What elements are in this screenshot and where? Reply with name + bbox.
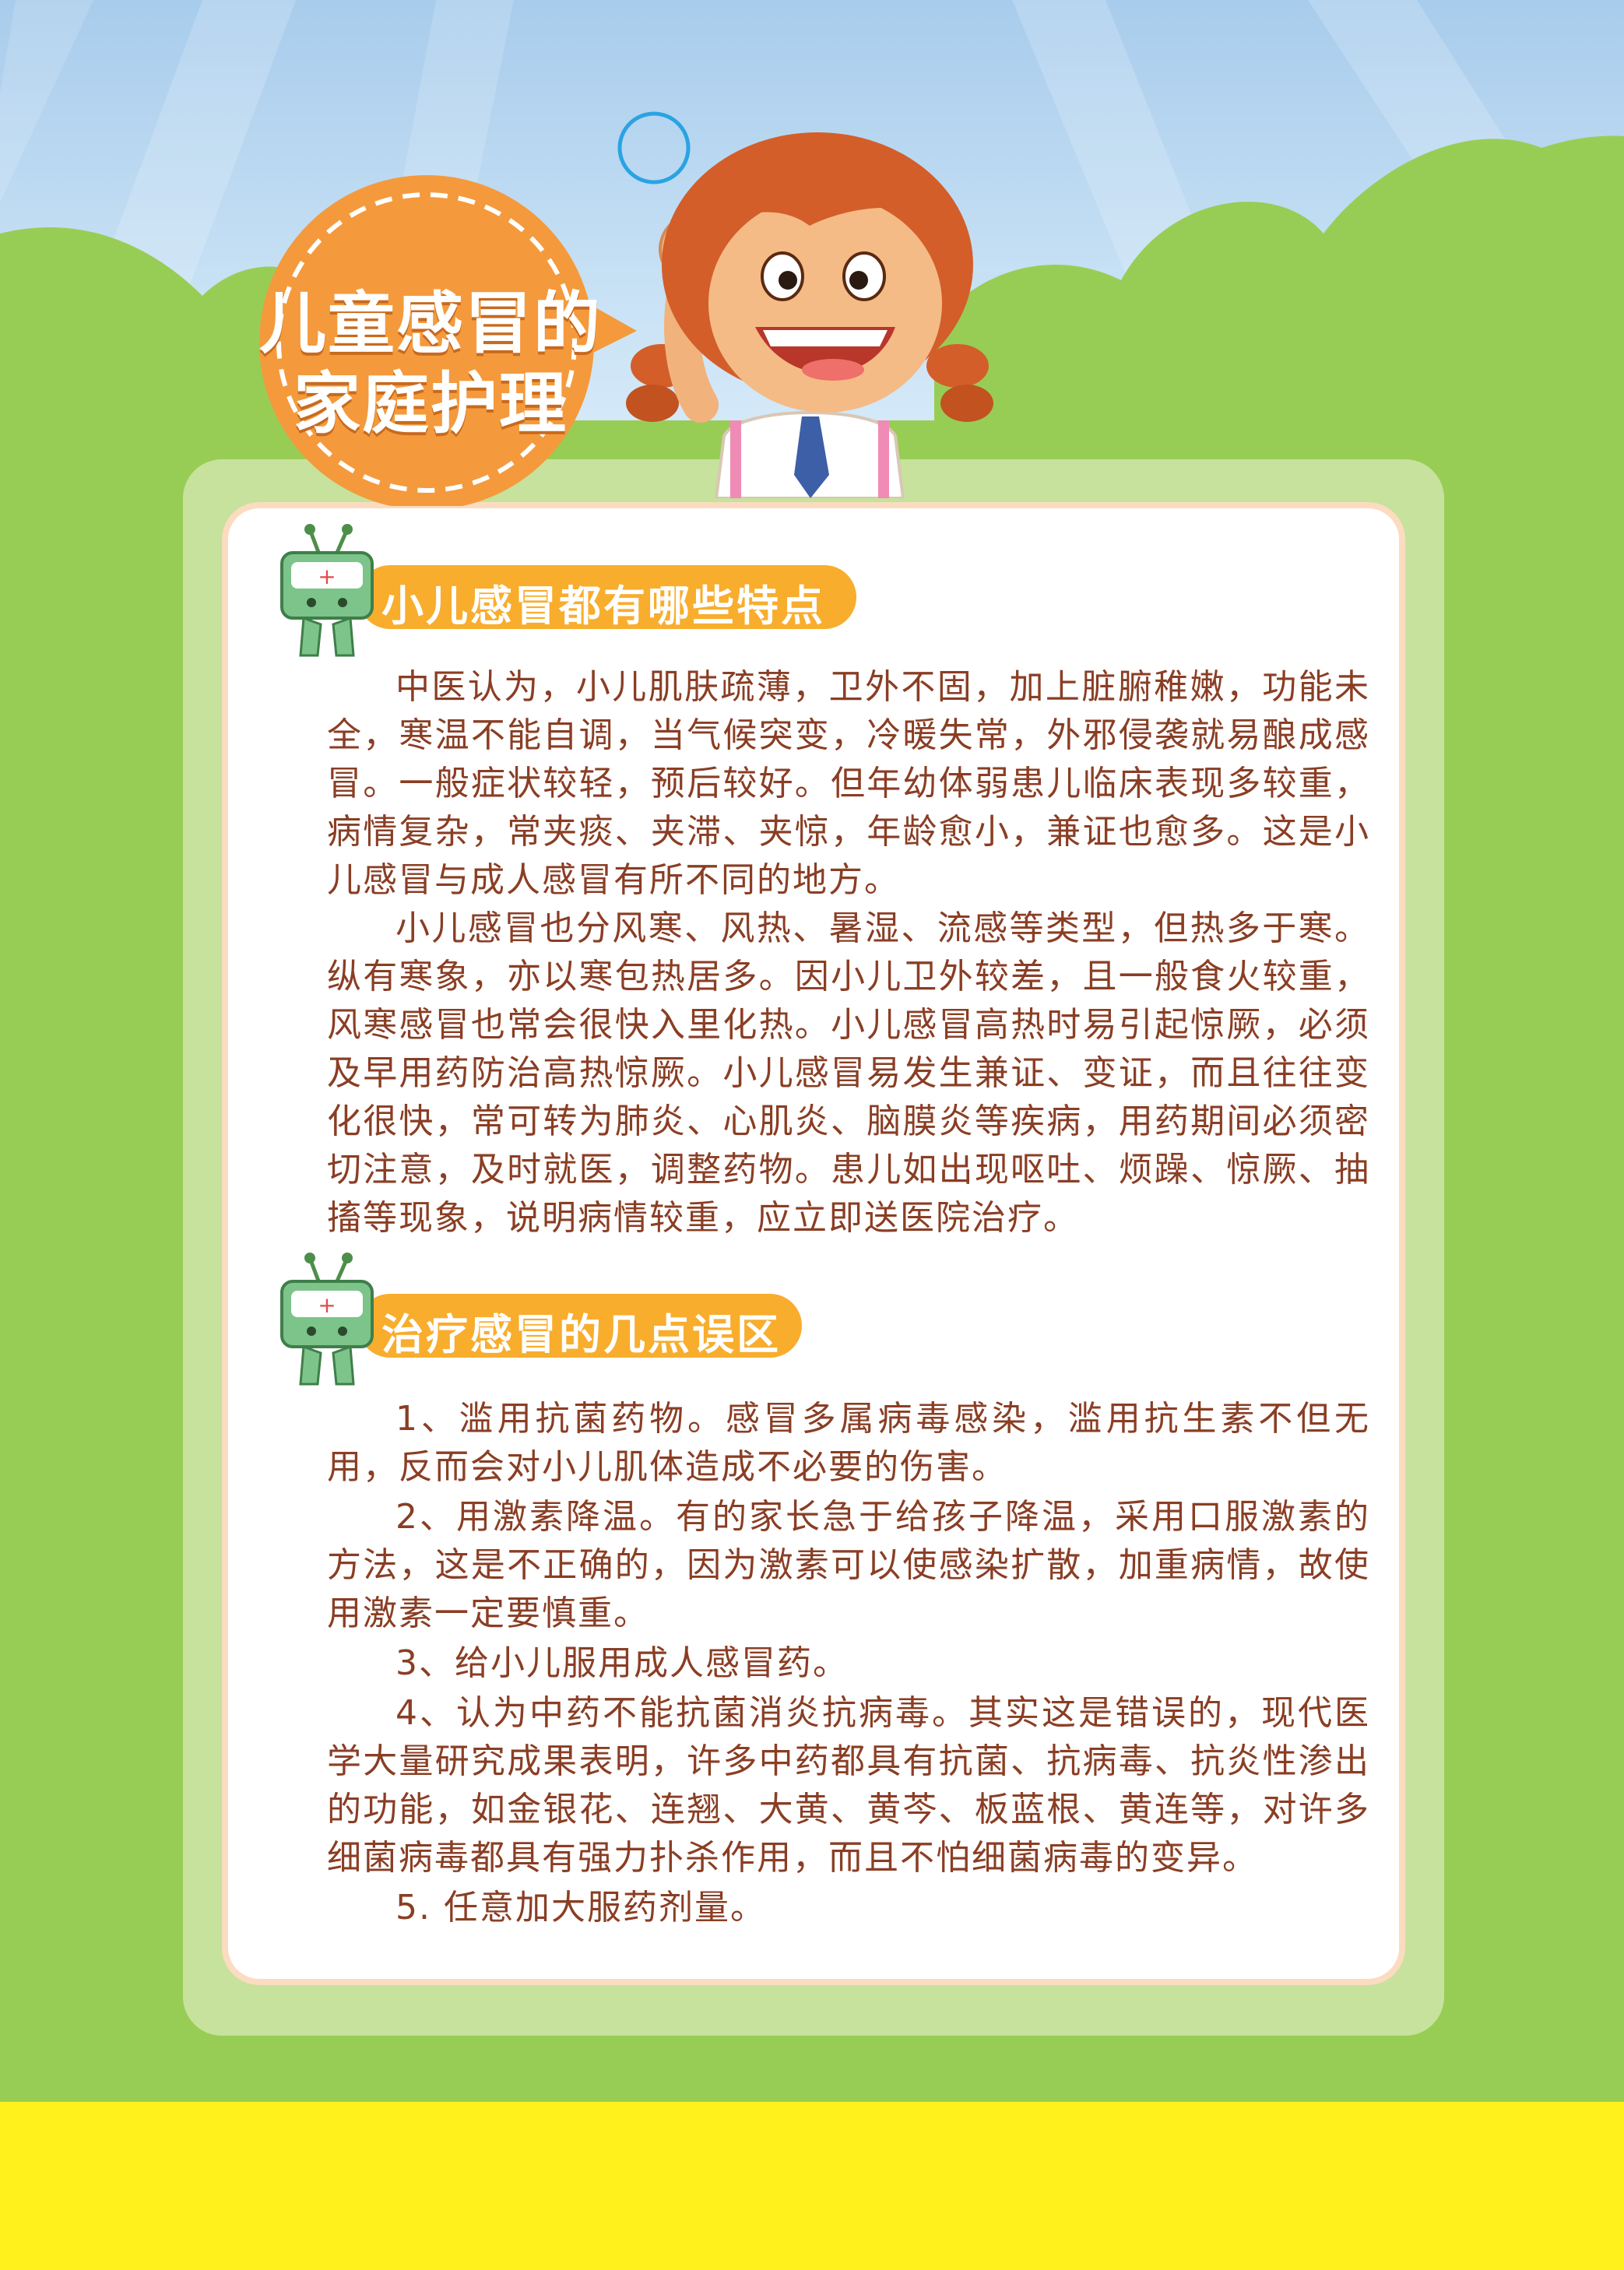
section-2-item-3: 3、给小儿服用成人感冒药。 <box>395 1643 849 1683</box>
bubble-ring-icon <box>617 111 691 184</box>
yellow-ground-strip <box>0 2102 1624 2270</box>
section-2-item-5: 5. 任意加大服药剂量。 <box>395 1888 766 1927</box>
content-panel <box>222 502 1405 1985</box>
section-heading-text: 小儿感冒都有哪些特点 <box>381 582 825 631</box>
heading-pill <box>358 565 856 629</box>
svg-text:+: + <box>318 1292 336 1318</box>
cheering-girl-illustration <box>626 132 993 498</box>
green-tv-mascot-icon: + <box>280 1253 374 1386</box>
section-heading-text: 治疗感冒的几点误区 <box>381 1310 781 1359</box>
section-2-item-1: 1、滥用抗菌药物。感冒多属病毒感染，滥用抗生素不但无用，反而会对小儿肌体造成不必… <box>327 1399 1370 1487</box>
section-1-paragraph-2: 小儿感冒也分风寒、风热、暑湿、流感等类型，但热多于寒。纵有寒象，亦以寒包热居多。… <box>327 908 1370 1238</box>
section-2-item-4: 4、认为中药不能抗菌消炎抗病毒。其实这是错误的，现代医学大量研究成果表明，许多中… <box>327 1693 1370 1878</box>
heading-pill <box>358 1294 802 1358</box>
section-heading-misconceptions: + 治疗感冒的几点误区 <box>272 1253 895 1386</box>
section-1-paragraph-1: 中医认为，小儿肌肤疏薄，卫外不固，加上脏腑稚嫩，功能未全，寒温不能自调，当气候突… <box>327 667 1370 900</box>
section-heading-features: + 小儿感冒都有哪些特点 <box>272 524 895 657</box>
section-2-item-2: 2、用激素降温。有的家长急于给孩子降温，采用口服激素的方法，这是不正确的，因为激… <box>327 1497 1370 1633</box>
svg-text:+: + <box>318 564 336 589</box>
title-badge <box>259 175 637 506</box>
title-line-1: 儿童感冒的 <box>259 285 602 363</box>
green-tv-mascot-icon: + <box>280 524 374 657</box>
title-line-2: 家庭护理 <box>294 365 568 443</box>
